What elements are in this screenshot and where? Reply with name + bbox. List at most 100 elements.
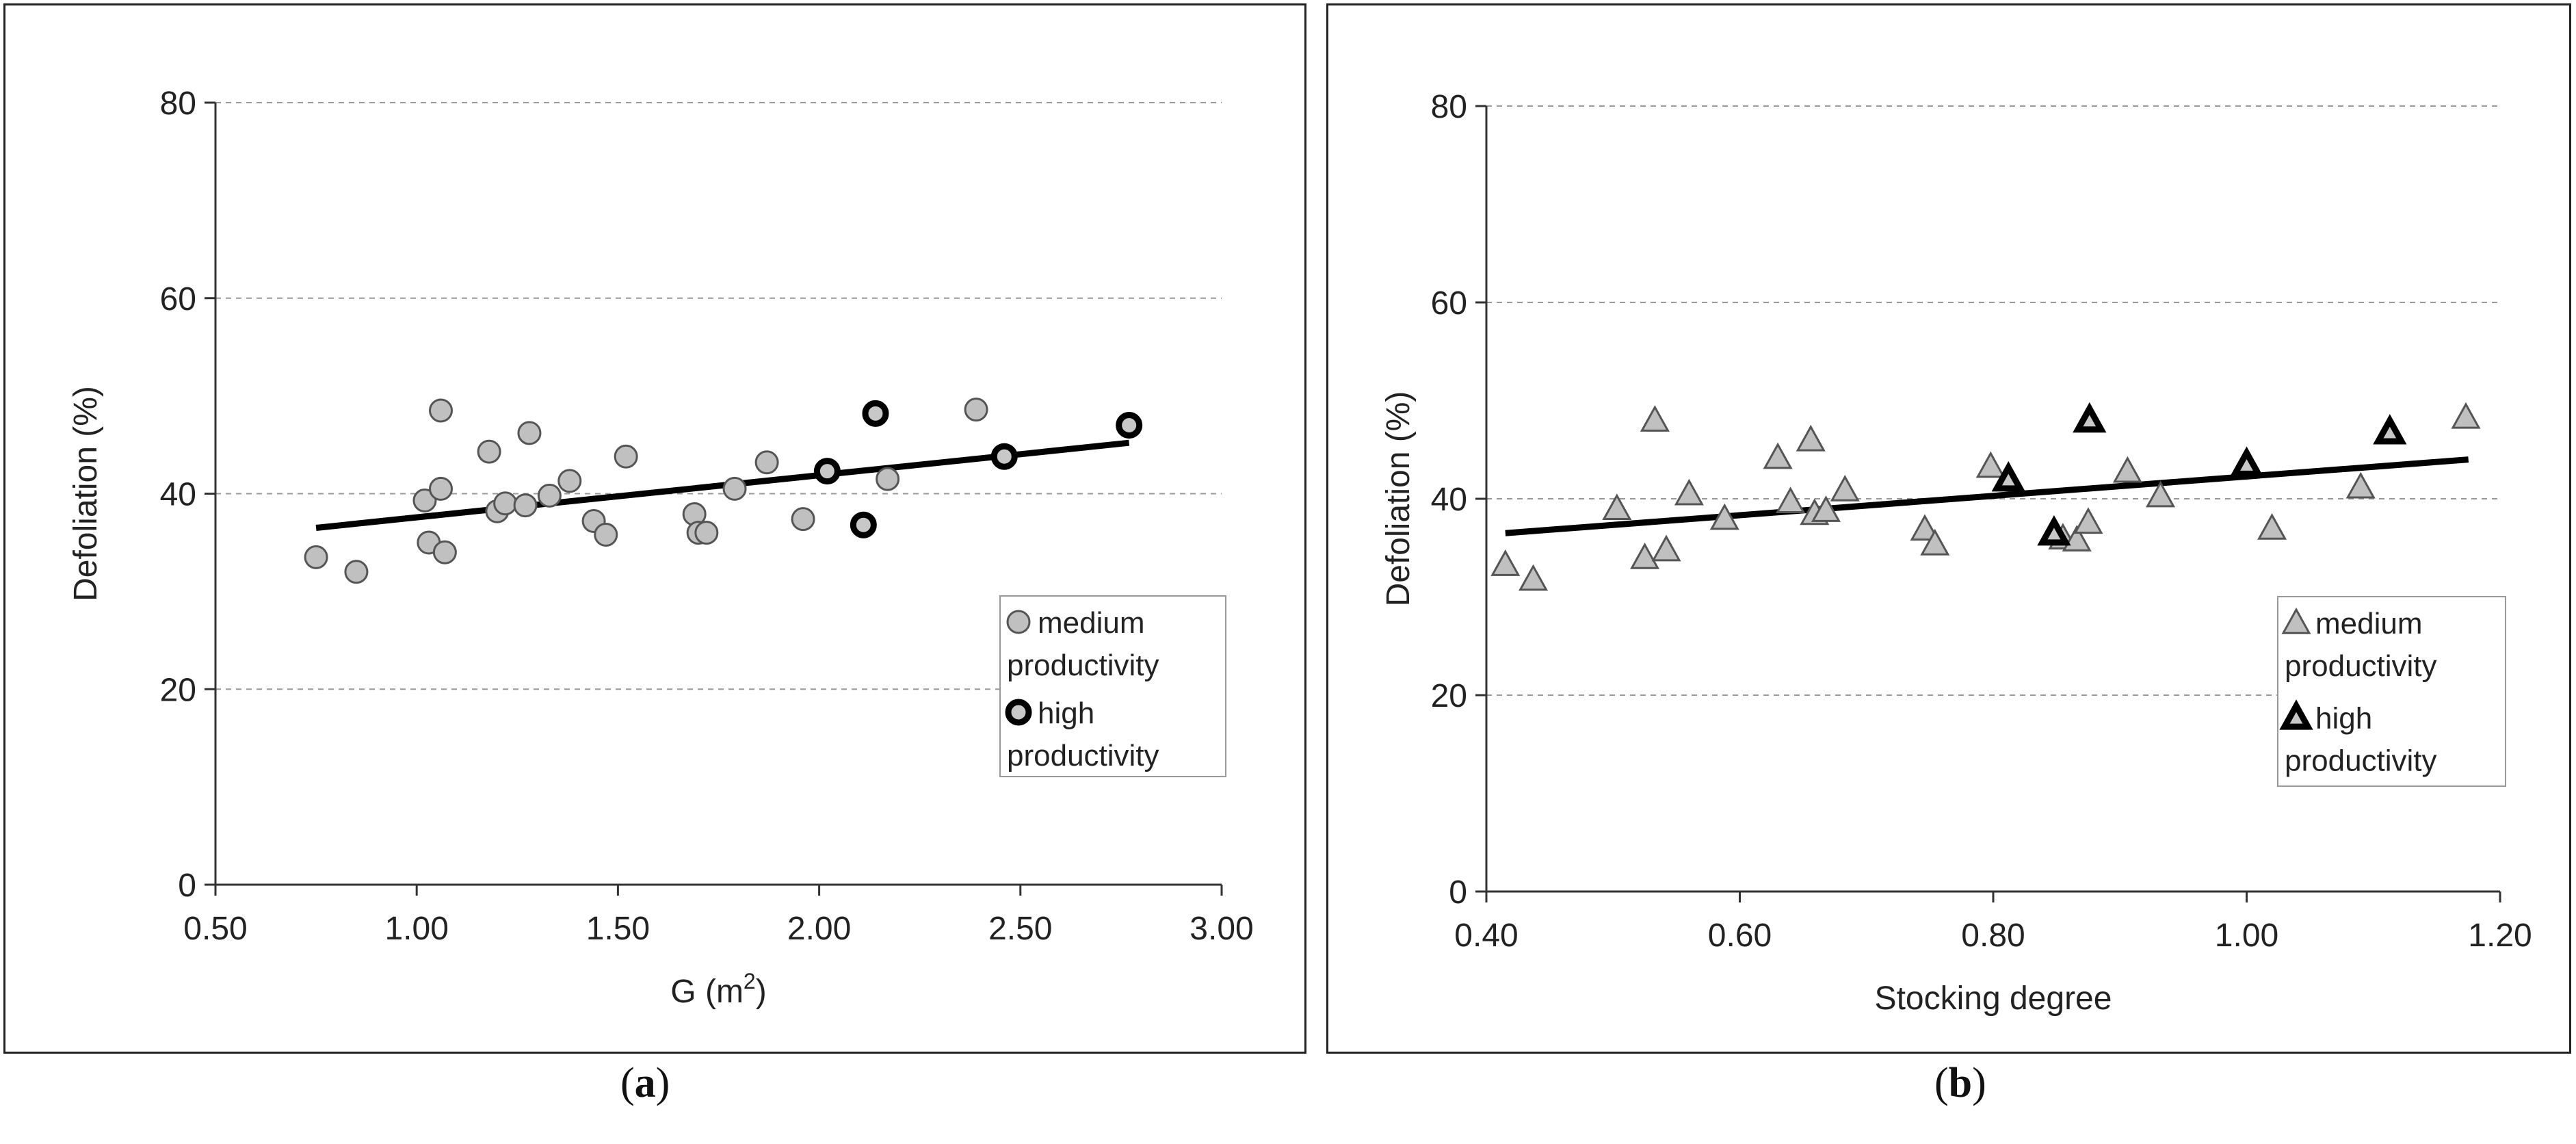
data-point-medium-productivity bbox=[412, 489, 437, 513]
x-tick-label: 1.00 bbox=[384, 911, 448, 947]
data-point-medium-productivity bbox=[2451, 402, 2481, 429]
x-tick-label: 0.50 bbox=[183, 911, 247, 947]
data-point-high-productivity bbox=[2373, 414, 2407, 445]
x-axis-label-superscript: 2 bbox=[744, 969, 756, 993]
y-tick-label: 60 bbox=[160, 281, 196, 317]
data-point-medium-productivity bbox=[2257, 512, 2287, 540]
caption-b-close: ) bbox=[1972, 1060, 1986, 1106]
data-point-high-productivity bbox=[990, 443, 1018, 470]
y-tick-label: 20 bbox=[160, 672, 196, 708]
data-point-medium-productivity bbox=[694, 521, 719, 545]
legend-marker-high bbox=[2279, 699, 2313, 730]
legend-marker-high bbox=[1005, 699, 1032, 726]
x-tick-label: 3.00 bbox=[1190, 911, 1253, 947]
data-point-medium-productivity bbox=[1709, 503, 1739, 530]
legend-marker-medium bbox=[2281, 607, 2311, 634]
x-axis-label-tail: ) bbox=[756, 974, 767, 1010]
data-point-medium-productivity bbox=[1651, 534, 1681, 562]
legend-marker-medium bbox=[1006, 610, 1031, 634]
legend-label-line2: productivity bbox=[2285, 744, 2437, 778]
legend-box bbox=[999, 595, 1226, 777]
data-point-medium-productivity bbox=[557, 469, 582, 493]
x-tick-label: 0.60 bbox=[1708, 918, 1772, 954]
caption-a: (a) bbox=[620, 1059, 670, 1108]
data-point-medium-productivity bbox=[1796, 424, 1826, 452]
data-point-medium-productivity bbox=[876, 467, 900, 491]
data-point-high-productivity bbox=[1116, 411, 1143, 439]
data-point-medium-productivity bbox=[1518, 564, 1549, 591]
y-tick-label: 40 bbox=[1431, 482, 1467, 518]
data-point-medium-productivity bbox=[791, 507, 815, 532]
caption-b-open: ( bbox=[1934, 1060, 1949, 1106]
chart-panel-a: 0 20 40 60 80 0.50 1.00 1.50 2.00 2.50 3.00 G (m2) D… bbox=[3, 3, 1306, 1054]
legend-label-line1: medium bbox=[2315, 607, 2423, 640]
data-point-medium-productivity bbox=[2345, 471, 2376, 499]
chart-b-svg: 0 20 40 60 80 0.40 0.60 0.80 1.00 1.20 Stocking de… bbox=[1380, 89, 2532, 1017]
y-tick-label: 80 bbox=[1431, 89, 1467, 125]
data-point-medium-productivity bbox=[1763, 442, 1793, 469]
trend-line bbox=[1505, 456, 2469, 536]
data-point-medium-productivity bbox=[754, 450, 779, 475]
caption-b: (b) bbox=[1934, 1059, 1986, 1108]
data-point-high-productivity bbox=[850, 511, 877, 538]
data-point-medium-productivity bbox=[537, 483, 562, 508]
data-point-medium-productivity bbox=[344, 560, 369, 584]
data-point-medium-productivity bbox=[1811, 495, 1841, 522]
y-axis-label: Defoliation (%) bbox=[1380, 391, 1417, 607]
legend-label-line1: high bbox=[1038, 697, 1094, 730]
data-point-high-productivity bbox=[2073, 402, 2107, 433]
x-tick-label: 1.20 bbox=[2468, 918, 2532, 954]
data-point-medium-productivity bbox=[2112, 456, 2142, 483]
data-point-medium-productivity bbox=[722, 476, 747, 501]
legend-label-line2: productivity bbox=[2285, 649, 2437, 683]
data-point-medium-productivity bbox=[1975, 451, 2006, 478]
data-point-medium-productivity bbox=[517, 421, 542, 445]
data-point-medium-productivity bbox=[477, 439, 501, 464]
data-point-high-productivity bbox=[862, 400, 889, 427]
data-point-medium-productivity bbox=[1602, 493, 1632, 521]
data-point-medium-productivity bbox=[429, 476, 454, 501]
data-point-medium-productivity bbox=[614, 444, 638, 469]
legend-label-line1: medium bbox=[1038, 606, 1145, 640]
x-tick-label: 2.50 bbox=[988, 911, 1052, 947]
data-point-medium-productivity bbox=[2145, 480, 2176, 508]
data-point-medium-productivity bbox=[429, 398, 454, 423]
x-axis-label-main: Stocking degree bbox=[1875, 980, 2112, 1017]
x-axis-label-main: G (m bbox=[670, 974, 744, 1010]
x-axis-label: Stocking degree bbox=[1875, 980, 2112, 1017]
data-point-medium-productivity bbox=[1910, 514, 1940, 541]
data-point-medium-productivity bbox=[594, 523, 618, 547]
data-point-medium-productivity bbox=[1776, 486, 1806, 514]
data-point-medium-productivity bbox=[2073, 507, 2103, 534]
x-tick-label: 0.80 bbox=[1961, 918, 2025, 954]
y-tick-label: 0 bbox=[178, 868, 196, 904]
data-point-medium-productivity bbox=[304, 545, 328, 569]
y-tick-label: 20 bbox=[1431, 678, 1467, 714]
legend-label-line1: high bbox=[2315, 702, 2372, 736]
data-point-medium-productivity bbox=[1830, 474, 1860, 502]
caption-a-letter: a bbox=[634, 1060, 656, 1106]
y-tick-label: 40 bbox=[160, 477, 196, 513]
data-point-medium-productivity bbox=[964, 398, 988, 422]
data-point-high-productivity bbox=[813, 458, 841, 485]
data-point-high-productivity bbox=[1991, 461, 2025, 492]
legend-label-line2: productivity bbox=[1007, 739, 1159, 772]
chart-a-svg: 0 20 40 60 80 0.50 1.00 1.50 2.00 2.50 3.00 G (m2) D… bbox=[68, 86, 1254, 1010]
y-tick-label: 0 bbox=[1449, 874, 1467, 911]
legend-box bbox=[2277, 596, 2506, 787]
data-point-medium-productivity bbox=[1640, 405, 1670, 432]
x-tick-label: 1.00 bbox=[2215, 918, 2278, 954]
data-point-high-productivity bbox=[2037, 515, 2071, 546]
caption-b-letter: b bbox=[1948, 1060, 1973, 1106]
x-tick-label: 1.50 bbox=[586, 911, 650, 947]
y-axis-label: Defoliation (%) bbox=[68, 386, 104, 601]
legend-label-line2: productivity bbox=[1007, 649, 1159, 682]
caption-a-open: ( bbox=[620, 1060, 635, 1106]
data-point-high-productivity bbox=[2229, 446, 2264, 477]
data-point-medium-productivity bbox=[1490, 549, 1521, 576]
data-point-medium-productivity bbox=[493, 491, 518, 516]
data-point-medium-productivity bbox=[432, 540, 457, 564]
x-axis-label: G (m2) bbox=[670, 969, 766, 1010]
data-point-medium-productivity bbox=[1674, 478, 1704, 506]
y-tick-label: 60 bbox=[1431, 285, 1467, 322]
